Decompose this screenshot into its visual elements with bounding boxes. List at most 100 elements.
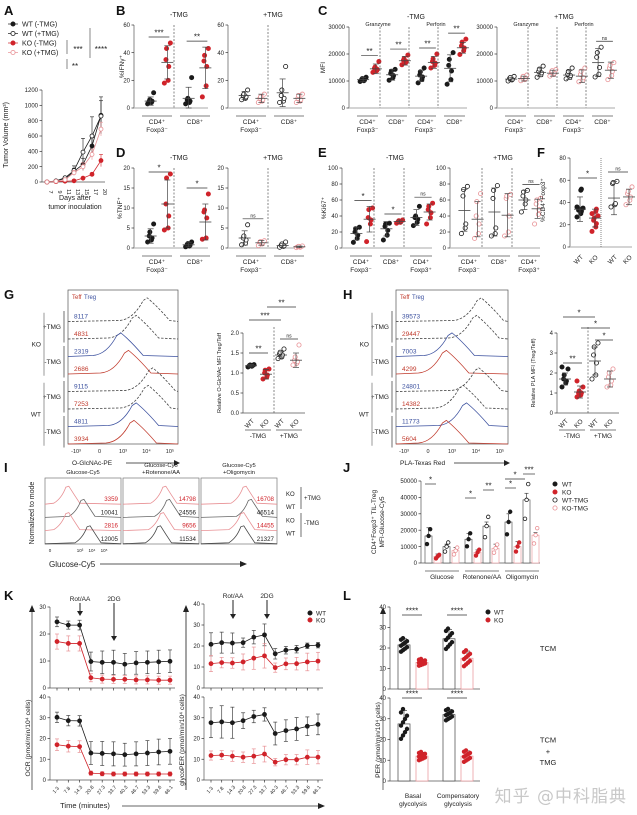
- k-y-tick-label: 30: [39, 605, 46, 611]
- g-sig-label: ns: [286, 334, 292, 340]
- k-data-point: [229, 640, 235, 646]
- k-annotation-label: Rot/AA: [70, 596, 91, 603]
- d-wt-point: [189, 239, 195, 245]
- a-x-tick-label: 13: [74, 189, 80, 195]
- h-genotype-label: WT: [359, 411, 369, 418]
- g-sig-label: **: [255, 345, 261, 354]
- k-data-point: [283, 757, 289, 763]
- l-y-tick-label: 10: [379, 667, 386, 673]
- a-x-tick-label: 11: [65, 189, 71, 195]
- panel-label-i: I: [4, 460, 8, 475]
- d-wt-point: [283, 239, 289, 245]
- k-data-point: [219, 752, 225, 758]
- k-data-point: [315, 721, 321, 727]
- k-x-tick-label: 14.3: [226, 785, 237, 796]
- j-y-tick-label: 40000: [400, 496, 417, 502]
- l-point: [463, 648, 469, 653]
- k-data-point: [283, 647, 289, 653]
- l-point: [467, 658, 473, 664]
- c-category-label: Foxp3⁻: [505, 127, 527, 134]
- j-point: [495, 542, 500, 547]
- a-y-tick-label: 0: [35, 180, 39, 186]
- l-point: [398, 710, 404, 715]
- c-wt-point: [421, 65, 427, 71]
- k-data-point: [167, 771, 173, 777]
- d-y-tick-label: 0: [127, 246, 131, 252]
- h-mfi-value: 24801: [402, 384, 420, 391]
- j-y-tick-label: 10000: [400, 545, 417, 551]
- d-category-label: Foxp3⁻: [240, 267, 262, 274]
- k-data-point: [54, 639, 60, 644]
- c-category-label: CD8⁺: [594, 119, 611, 126]
- f-y-tick-label: 20: [559, 223, 566, 229]
- d-y-axis-label: %TNF⁺: [117, 197, 124, 219]
- i-mfi-value: 10041: [101, 509, 119, 516]
- d-y-tick-label: 10: [217, 206, 224, 212]
- j-point: [424, 541, 430, 547]
- k-data-point: [219, 640, 225, 646]
- l-category-label: glycolysis: [444, 801, 473, 808]
- b-ko-point: [161, 80, 167, 86]
- e-wt-point: [518, 209, 524, 215]
- l-point: [418, 656, 424, 662]
- i-mfi-value: 21327: [257, 536, 275, 543]
- a-data-point: [80, 175, 86, 181]
- k-data-point: [240, 659, 246, 665]
- i-histogram-curve: [44, 512, 122, 531]
- k-data-point: [272, 665, 278, 671]
- g-group-point: [281, 346, 287, 352]
- j-bar: [464, 538, 473, 564]
- g-genotype-label: WT: [31, 411, 41, 418]
- panel-label-g: G: [4, 287, 15, 302]
- k-y-tick-label: 10: [39, 659, 46, 665]
- k-x-tick-label: 33.7: [107, 785, 118, 796]
- c-y-tick-label: 20000: [476, 52, 493, 58]
- k-arrowhead: [77, 611, 83, 616]
- i-panel-title: Glucose-Cy5: [222, 463, 256, 469]
- j-bar: [442, 546, 451, 564]
- g-x-tick-label: 10³: [119, 449, 127, 455]
- k-y-axis-label-ocr: OCR (pmol/min/10⁴ cells): [25, 700, 32, 777]
- e-sig-label: ns: [420, 192, 426, 198]
- g-mfi-value: 7253: [74, 401, 89, 408]
- d-sig-label: ns: [250, 213, 256, 219]
- e-ko-point: [502, 233, 508, 239]
- f-group-point: [595, 213, 601, 219]
- k-y-tick-label: 0: [43, 686, 47, 692]
- b-y-tick-label: 0: [127, 106, 131, 112]
- d-category-label: Foxp3⁻: [146, 267, 168, 274]
- l-y-axis-label: PER (pmol/min/10⁴ cells): [375, 702, 382, 778]
- k-data-point: [304, 754, 310, 760]
- d-category-label: CD8⁺: [281, 259, 298, 266]
- e-category-label: Foxp3⁻: [458, 267, 480, 274]
- k-data-point: [77, 718, 82, 724]
- i-mfi-value: 12005: [101, 536, 119, 543]
- k-x-tick-label: 27.3: [248, 785, 259, 796]
- e-group-title: -TMG: [386, 155, 404, 162]
- k-data-point: [315, 658, 321, 664]
- k-data-point: [219, 660, 225, 665]
- c-wt-point: [448, 77, 454, 83]
- g-category-label: WT: [274, 418, 286, 430]
- c-sig-label: ns: [602, 36, 608, 42]
- g-y-tick-label: 1.5: [231, 351, 240, 357]
- k-y-tick-label: 10: [39, 757, 46, 763]
- i-histogram-frame: [44, 477, 122, 545]
- g-sig-label: **: [278, 299, 284, 308]
- j-category-label: Rotenone/AA: [463, 574, 502, 581]
- a-data-point: [53, 178, 59, 184]
- d-y-tick-label: 5: [221, 226, 225, 232]
- k-x-tick-label: 40.3: [269, 785, 280, 796]
- d-group-title: +TMG: [263, 155, 283, 162]
- d-y-tick-label: 20: [123, 166, 130, 172]
- k-x-tick-label: 20.8: [85, 785, 96, 796]
- a-x-tick-label: 20: [101, 189, 107, 195]
- j-point: [455, 545, 460, 550]
- k-data-point: [272, 759, 278, 765]
- k-data-point: [167, 677, 173, 683]
- j-sig-label: **: [485, 482, 491, 491]
- j-y-tick-label: 50000: [400, 479, 417, 485]
- i-mfi-value: 14798: [179, 496, 197, 503]
- b-wt-point: [189, 75, 195, 81]
- c-category-label: Foxp3⁻: [357, 127, 379, 134]
